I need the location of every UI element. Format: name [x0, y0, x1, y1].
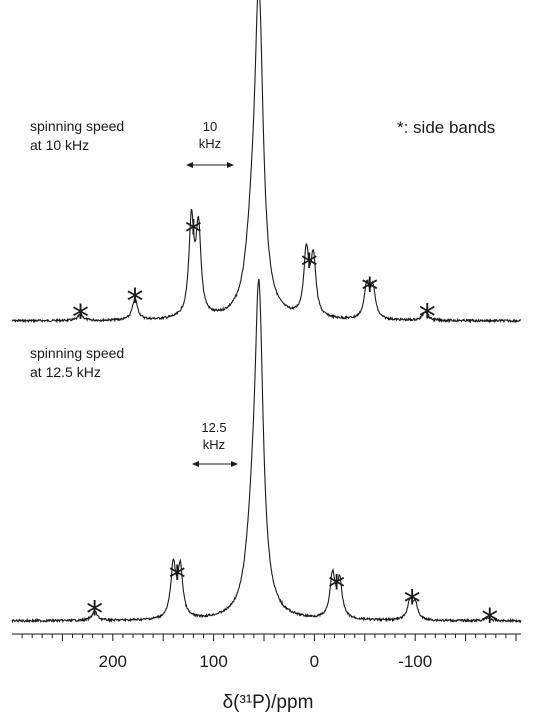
sideband-marker: *: [361, 271, 378, 311]
sidebands-12-5khz: * * * * *: [86, 559, 498, 642]
x-axis: 200 100 0 -100 δ(³¹P)/ppm: [12, 633, 521, 713]
sideband-marker: *: [328, 568, 345, 608]
legend-note: *: side bands: [397, 118, 495, 137]
spacing-label-10khz-line1: 10: [203, 119, 217, 134]
x-axis-ticks: [21, 634, 517, 641]
sideband-marker: *: [481, 602, 498, 642]
x-axis-label: δ(³¹P)/ppm: [223, 692, 314, 713]
sideband-marker: *: [301, 247, 318, 287]
spacing-label-10khz-line2: kHz: [199, 136, 221, 151]
spacing-arrow-12-5khz: [192, 461, 238, 467]
sideband-marker: *: [404, 583, 421, 623]
series-label-10khz-line1: spinning speed: [30, 118, 124, 134]
sidebands-10khz: * * * * * *: [72, 213, 436, 337]
sideband-marker: *: [72, 297, 89, 337]
spectrum-line-10khz: [11, 0, 522, 324]
sideband-marker: *: [185, 213, 202, 253]
x-tick-label: -100: [398, 652, 432, 671]
spacing-label-12-5khz-line1: 12.5: [201, 420, 226, 435]
series-label-10khz-line2: at 10 kHz: [30, 137, 89, 153]
sideband-marker: *: [419, 297, 436, 337]
x-axis-tick-labels: 200 100 0 -100: [99, 652, 433, 671]
sideband-marker: *: [86, 594, 103, 634]
spectrum-12-5khz: spinning speed at 12.5 kHz 12.5 kHz ** * *…: [11, 278, 522, 642]
spacing-arrow-10khz: [186, 162, 234, 168]
series-label-12-5khz-line1: spinning speed: [30, 345, 124, 361]
x-tick-label: 100: [199, 652, 227, 671]
spacing-label-12-5khz-line2: kHz: [203, 437, 225, 452]
x-tick-label: 0: [310, 652, 319, 671]
sideband-marker: *: [127, 281, 144, 321]
x-tick-label: 200: [99, 652, 127, 671]
spectrum-10khz: spinning speed at 10 kHz 10 kHz *: side …: [11, 0, 522, 337]
series-label-12-5khz-line2: at 12.5 kHz: [30, 364, 101, 380]
spectrum-line-12-5khz: [11, 278, 522, 624]
sideband-marker: *: [169, 559, 186, 599]
